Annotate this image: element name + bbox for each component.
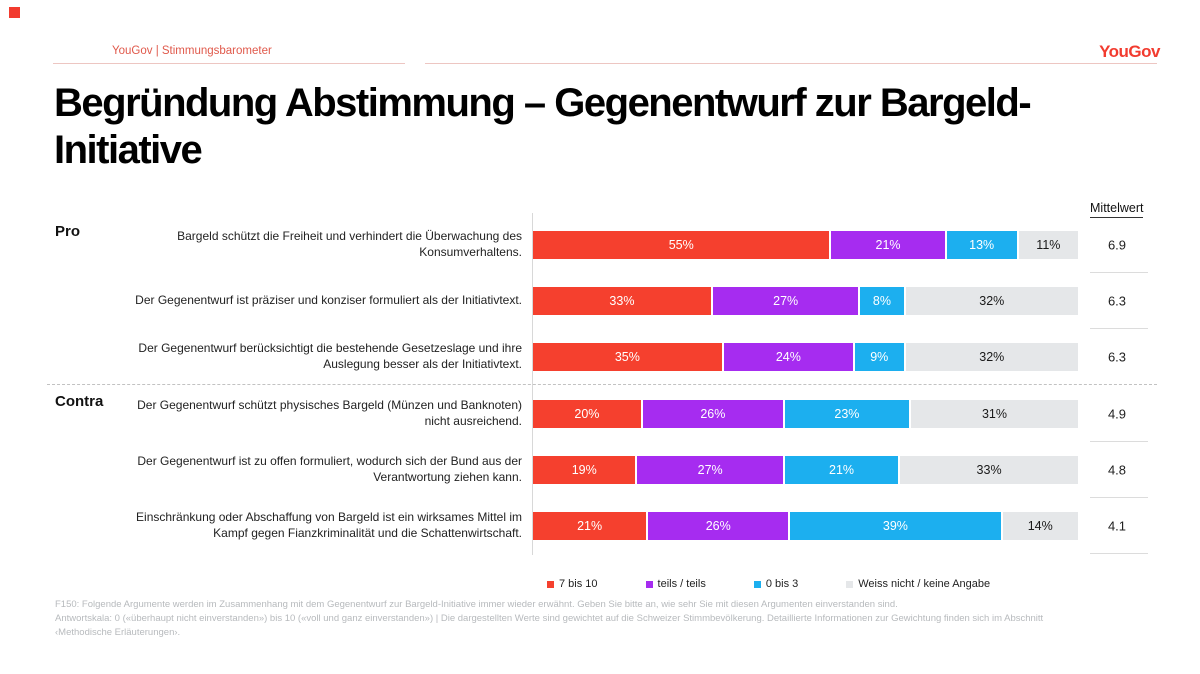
bar-segment: 24% [723,343,854,371]
legend-item: 0 bis 3 [753,578,799,590]
argument-label: Der Gegenentwurf ist zu offen formuliert… [137,454,522,484]
legend-swatch [753,580,761,588]
bar-segment: 39% [790,512,1001,540]
logo-mark [9,7,20,18]
section-label-contra: Contra [55,393,104,410]
header-rule-right [425,63,1157,64]
header-rule-left [53,63,405,64]
legend-swatch [645,580,653,588]
bar-segment: 21% [784,456,899,484]
argument-label: Einschränkung oder Abschaffung von Barge… [136,510,522,540]
bar-segment: 19% [533,456,636,484]
legend-label: 7 bis 10 [559,578,598,590]
bar-segment: 32% [905,343,1079,371]
mean-value: 4.9 [1107,406,1127,422]
bar-segment: 27% [637,456,783,484]
bar-segment: 35% [533,343,722,371]
legend-item: Weiss nicht / keine Angabe [846,578,990,590]
bar-segment: 21% [533,512,647,540]
mean-value: 4.8 [1107,462,1127,478]
section-label-pro: Pro [55,223,81,240]
argument-label: Bargeld schützt die Freiheit und verhind… [177,229,522,259]
pro-contra-divider [47,384,1157,385]
legend-item: teils / teils [645,578,706,590]
bar-segment: 11% [1018,231,1078,259]
footnote-line: Antwortskala: 0 («überhaupt nicht einver… [55,612,1044,624]
yougov-logo: YouGov [1099,42,1160,61]
bar-segment: 21% [831,231,945,259]
bar-segment: 8% [860,287,904,315]
mean-column-header: Mittelwert [1090,201,1144,218]
legend-label: 0 bis 3 [765,578,799,590]
mean-value: 6.3 [1107,349,1127,365]
footnote: F150: Folgende Argumente werden im Zusam… [55,598,1200,639]
argument-label: Der Gegenentwurf schützt physisches Barg… [137,398,522,428]
mean-separator [1090,441,1148,442]
legend-swatch [547,580,554,588]
stacked-bar: 20% 26% 23% 31% [533,400,1078,428]
mean-value: 4.1 [1107,518,1127,534]
bar-segment: 13% [946,231,1017,259]
bar-segment: 32% [905,287,1079,315]
bar-segment: 14% [1002,512,1078,540]
stacked-bar: 33% 27% 8% 32% [533,287,1079,315]
legend-label: Weiss nicht / keine Angabe [858,578,991,590]
bar-segment: 26% [642,400,783,428]
page-title: Begründung Abstimmung – Gegenentwurf zur… [54,81,1032,172]
bar-segment: 33% [533,287,711,315]
footnote-line: ‹Methodische Erläuterungen›. [55,626,181,638]
bar-segment: 26% [648,512,789,540]
legend-label: teils / teils [657,578,706,590]
bar-segment: 27% [712,287,859,315]
mean-separator [1090,272,1148,273]
bar-segment: 20% [533,400,641,428]
argument-label: Der Gegenentwurf ist präziser und konzis… [135,293,522,308]
bar-segment: 31% [910,400,1078,428]
mean-separator [1090,328,1148,329]
argument-label: Der Gegenentwurf berücksichtigt die best… [138,341,522,371]
mean-value: 6.3 [1107,293,1127,309]
stacked-bar: 55% 21% 13% 11% [533,231,1078,259]
stacked-bar: 19% 27% 21% 33% [533,456,1078,484]
legend-swatch [846,580,854,588]
breadcrumb: YouGov | Stimmungsbarometer [112,45,272,57]
stacked-bar: 35% 24% 9% 32% [533,343,1079,371]
bar-segment: 55% [533,231,830,259]
mean-separator [1090,553,1148,554]
mean-value: 6.9 [1107,237,1127,253]
legend: 7 bis 10 teils / teils 0 bis 3 Weiss nicht … [547,578,990,590]
stacked-bar: 21% 26% 39% 14% [533,512,1078,540]
mean-separator [1090,497,1148,498]
bar-segment: 23% [784,400,909,428]
bar-segment: 9% [855,343,904,371]
bar-segment: 33% [900,456,1078,484]
footnote-line: F150: Folgende Argumente werden im Zusam… [55,599,898,610]
legend-item: 7 bis 10 [547,578,598,590]
